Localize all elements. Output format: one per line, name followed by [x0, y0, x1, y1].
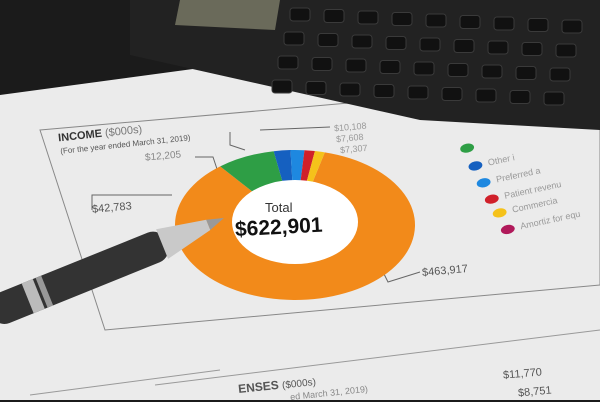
calculator-key — [277, 55, 299, 70]
calculator-key — [311, 57, 333, 71]
calculator-key — [305, 81, 327, 95]
calculator-key — [549, 67, 571, 82]
donut-hole — [232, 180, 358, 264]
calculator-key — [339, 82, 361, 97]
calculator-key — [521, 42, 543, 56]
expenses-box-line — [154, 329, 600, 386]
pen-icon — [0, 218, 224, 324]
calculator-key — [543, 91, 565, 106]
calculator-key — [475, 88, 497, 103]
donut-total: $622,901 — [234, 213, 324, 242]
calculator-key — [317, 33, 339, 47]
calculator-key — [527, 18, 549, 32]
calculator-key — [441, 87, 463, 101]
calculator-key — [407, 85, 429, 100]
calculator-key — [283, 31, 305, 46]
calculator-key — [515, 66, 537, 80]
calculator-key — [555, 43, 577, 58]
calculator-key — [385, 36, 407, 50]
calculator-key — [271, 79, 293, 94]
calculator-key — [373, 84, 395, 98]
calculator-key — [561, 19, 583, 34]
calculator-key — [379, 60, 401, 74]
calculator-key — [413, 61, 435, 76]
calculator-key — [447, 63, 469, 77]
calculator-key — [345, 58, 367, 73]
calculator-key — [481, 64, 503, 79]
calculator-key — [419, 37, 441, 52]
calculator-key — [323, 9, 345, 23]
donut-center-label: Total — [265, 200, 293, 215]
calculator-key — [453, 39, 475, 53]
calculator-key — [459, 15, 481, 29]
calculator-key — [391, 12, 413, 26]
calculator-key — [351, 34, 373, 49]
calculator-key — [289, 7, 311, 22]
calculator-key — [509, 90, 531, 104]
calculator-key — [357, 10, 379, 25]
calculator-key — [487, 40, 509, 55]
calculator-key — [425, 13, 447, 28]
calculator-key — [493, 16, 515, 31]
calculator-display — [175, 0, 280, 30]
